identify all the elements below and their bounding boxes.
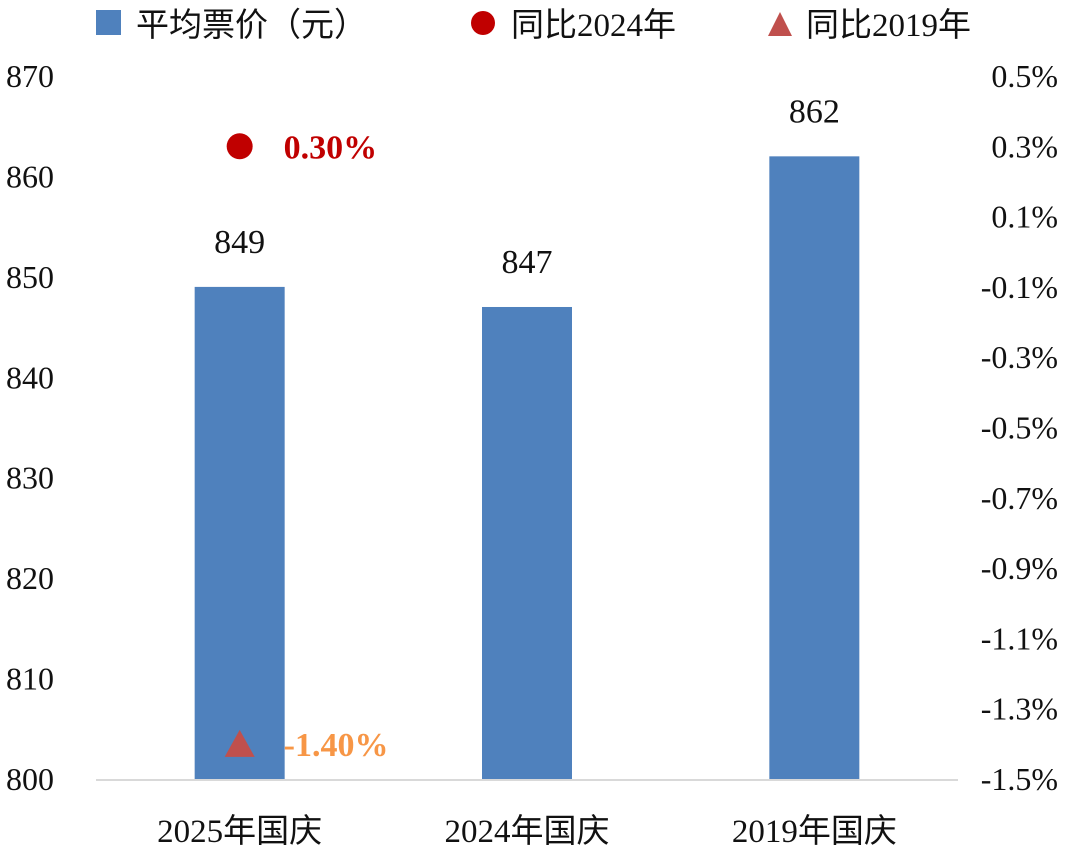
bar-data-labels: 849 847 862 [214,93,840,281]
legend-marker-vs-2019 [768,12,792,36]
left-axis-ticks: 800 810 820 830 840 850 860 870 [6,58,54,797]
bar-data-label: 849 [214,224,265,261]
right-tick-label: 0.3% [991,128,1058,164]
right-tick-label: -1.3% [981,691,1058,727]
right-tick-label: 0.1% [991,199,1058,235]
right-tick-label: -1.5% [981,761,1058,797]
bar [482,306,572,779]
legend-swatch-avg-price [96,10,121,35]
legend-label-vs-2019: 同比2019年 [806,7,971,44]
right-tick-label: -0.5% [981,410,1058,446]
legend-marker-yoy-2024 [471,11,495,35]
chart-legend: 平均票价（元） 同比2024年 同比2019年 [96,7,971,44]
marker-yoy-2024 [226,133,253,160]
right-tick-label: -0.7% [981,480,1058,516]
right-tick-label: -0.1% [981,269,1058,305]
data-label-vs-2019: -1.40% [284,727,389,764]
left-tick-label: 830 [6,460,54,496]
category-label: 2024年国庆 [445,813,610,850]
category-label: 2025年国庆 [157,813,322,850]
right-axis-ticks: -1.5% -1.3% -1.1% -0.9% -0.7% -0.5% -0.3% -0.1%… [981,58,1058,797]
legend-label-avg-price: 平均票价（元） [136,7,367,44]
left-tick-label: 800 [6,761,54,797]
left-tick-label: 860 [6,158,54,194]
left-tick-label: 840 [6,359,54,395]
legend-label-yoy-2024: 同比2024年 [511,7,676,44]
right-tick-label: -1.1% [981,620,1058,656]
right-tick-label: 0.5% [991,58,1058,94]
marker-vs-2019 [224,729,255,757]
left-tick-label: 810 [6,661,54,697]
data-label-yoy-2024: 0.30% [284,129,378,166]
category-labels: 2025年国庆 2024年国庆 2019年国庆 [157,813,897,850]
category-label: 2019年国庆 [732,813,897,850]
bar-data-label: 862 [789,93,840,130]
left-tick-label: 850 [6,259,54,295]
bar-data-label: 847 [502,244,553,281]
left-tick-label: 820 [6,560,54,596]
right-tick-label: -0.3% [981,339,1058,375]
bar [769,156,860,780]
right-tick-label: -0.9% [981,550,1058,586]
bar [194,286,285,779]
bar-series [194,156,860,780]
scatter-markers: 0.30% -1.40% [224,129,389,764]
left-tick-label: 870 [6,58,54,94]
